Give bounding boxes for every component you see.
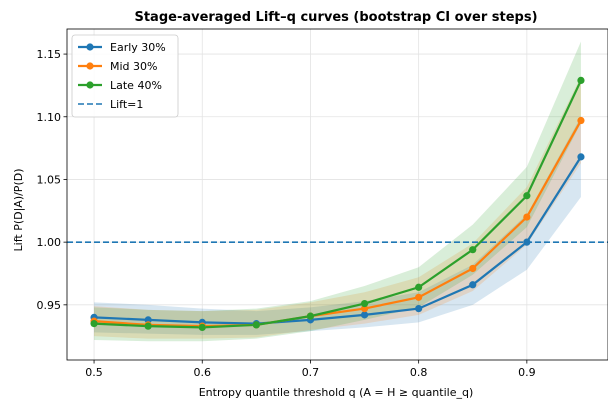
data-point <box>144 322 152 330</box>
series-line-0 <box>93 156 582 325</box>
legend: Early 30% Mid 30% Late 40% Lift=1 <box>71 34 179 118</box>
data-point <box>360 304 369 313</box>
x-tick-label: 0.5 <box>85 366 103 379</box>
legend-label: Early 30% <box>110 41 166 54</box>
data-point <box>577 153 585 161</box>
axis-ticks: 0.5 0.6 0.7 0.8 0.9 0.95 1.00 1.05 1.10 1.15 <box>37 48 536 379</box>
x-axis-label: Entropy quantile threshold q (A = H ≥ qu… <box>199 386 474 399</box>
legend-label: Lift=1 <box>110 98 143 111</box>
data-point <box>469 281 477 289</box>
data-point <box>415 293 423 301</box>
legend-box <box>71 34 179 118</box>
data-point <box>469 264 477 273</box>
data-point <box>577 76 585 85</box>
legend-label: Late 40% <box>110 79 162 92</box>
data-point <box>523 238 531 246</box>
data-point <box>523 213 531 221</box>
series-line-1 <box>93 119 582 328</box>
data-point <box>360 299 369 308</box>
legend-marker <box>86 43 94 51</box>
data-point <box>415 304 423 313</box>
legend-label: Mid 30% <box>110 60 157 73</box>
ci-band-series-2 <box>94 41 581 342</box>
data-point <box>90 320 98 328</box>
y-axis-label: Lift P(D|A)/P(D) <box>12 169 25 252</box>
series-lines <box>93 79 582 329</box>
y-tick-label: 0.95 <box>37 299 62 312</box>
series-line-2 <box>93 79 582 329</box>
data-point <box>252 321 260 329</box>
data-point <box>469 246 477 254</box>
data-point <box>144 316 152 324</box>
ci-band-series-1 <box>94 76 581 339</box>
data-point <box>577 116 585 125</box>
data-point <box>415 283 423 291</box>
x-tick-label: 0.7 <box>302 366 320 379</box>
legend-marker <box>86 62 94 70</box>
chart-title: Stage-averaged Lift–q curves (bootstrap … <box>134 10 537 25</box>
data-point <box>523 192 531 200</box>
x-tick-label: 0.9 <box>518 366 536 379</box>
y-tick-label: 1.10 <box>37 111 62 124</box>
x-tick-label: 0.8 <box>410 366 428 379</box>
ci-band-series-0 <box>94 116 581 335</box>
ci-bands <box>94 41 581 342</box>
y-tick-label: 1.15 <box>37 48 62 61</box>
data-point <box>198 323 206 332</box>
series-points <box>90 76 585 332</box>
y-tick-label: 1.05 <box>37 173 62 186</box>
data-point <box>360 311 369 319</box>
data-point <box>306 312 315 320</box>
legend-marker <box>86 81 94 89</box>
plot-frame <box>66 28 608 361</box>
y-tick-label: 1.00 <box>37 236 62 249</box>
x-tick-label: 0.6 <box>194 366 212 379</box>
